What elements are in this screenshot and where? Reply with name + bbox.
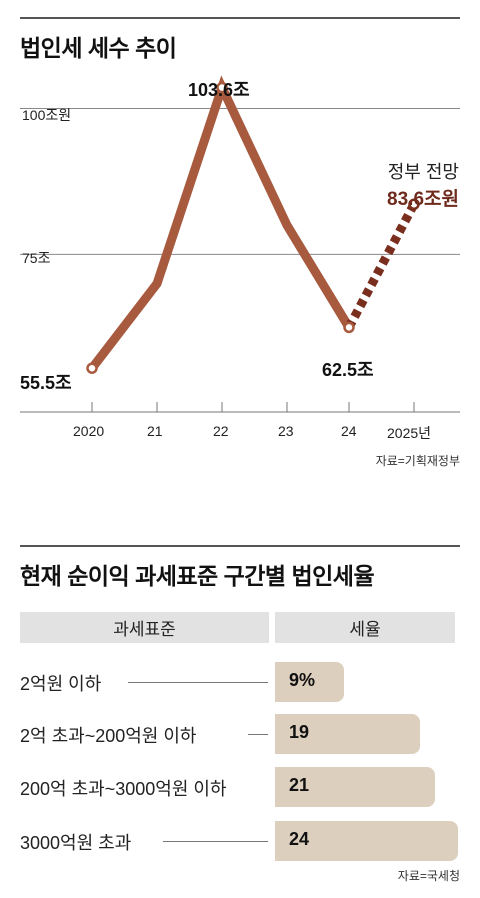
- projection-value-label: 83.6조원: [387, 189, 459, 210]
- leader-line: [248, 734, 268, 735]
- x-tick-23: 23: [278, 423, 294, 439]
- data-point-0: [86, 362, 98, 374]
- rate-row-1: 2억원 이하 9%: [0, 662, 480, 702]
- data-label-2020: 55.5조: [20, 373, 72, 393]
- chart2-top-rule: [20, 545, 460, 547]
- rate-value-label: 21: [289, 775, 310, 795]
- rate-value-label: 24: [289, 829, 310, 849]
- chart2-source: 자료=국세청: [397, 869, 460, 883]
- data-label-2022: 103.6조: [188, 80, 250, 100]
- data-point-4: [343, 321, 355, 334]
- leader-line: [163, 841, 268, 842]
- line-chart: [20, 75, 460, 413]
- data-point-5: [408, 198, 420, 210]
- data-label-2024: 62.5조: [322, 360, 374, 380]
- x-tick-2025: 2025년: [387, 425, 432, 441]
- y-ref-label-75: 75조: [22, 250, 51, 266]
- x-tick-22: 22: [213, 423, 229, 439]
- rate-row-3: 200억 초과~3000억원 이하 21: [0, 767, 480, 807]
- x-tick-24: 24: [341, 423, 357, 439]
- leader-line: [128, 682, 268, 683]
- actual-series-line: [88, 75, 353, 371]
- rate-bar: [275, 714, 420, 754]
- chart1-top-rule: [20, 17, 460, 19]
- table-header-bracket: 과세표준: [20, 612, 269, 643]
- chart2-title: 현재 순이익 과세표준 구간별 법인세율: [20, 563, 375, 589]
- data-point-2: [216, 81, 228, 94]
- chart1-title: 법인세 세수 추이: [20, 35, 177, 61]
- rate-bar: [275, 767, 436, 807]
- rate-bar: [275, 821, 458, 861]
- x-tick-21: 21: [147, 423, 163, 439]
- rate-row-label: 2억원 이하: [20, 674, 102, 694]
- rate-row-2: 2억 초과~200억원 이하 19: [0, 714, 480, 754]
- rate-row-label: 2억 초과~200억원 이하: [20, 726, 197, 746]
- y-ref-label-100: 100조원: [22, 107, 72, 123]
- rate-value-label: 19: [289, 722, 310, 742]
- rate-row-label: 200억 초과~3000억원 이하: [20, 779, 227, 799]
- projection-annotation: 정부 전망 83.6조원: [387, 158, 459, 211]
- rate-row-4: 3000억원 초과 24: [0, 821, 480, 861]
- projected-series-line: [345, 202, 418, 330]
- rate-row-label: 3000억원 초과: [20, 833, 132, 853]
- table-header-rate: 세율: [275, 612, 455, 643]
- rate-bar: [275, 662, 344, 702]
- rate-value-label: 9%: [289, 670, 316, 690]
- x-tick-2020: 2020: [73, 423, 105, 439]
- projection-label: 정부 전망: [387, 162, 459, 182]
- chart1-source: 자료=기획재정부: [375, 454, 460, 468]
